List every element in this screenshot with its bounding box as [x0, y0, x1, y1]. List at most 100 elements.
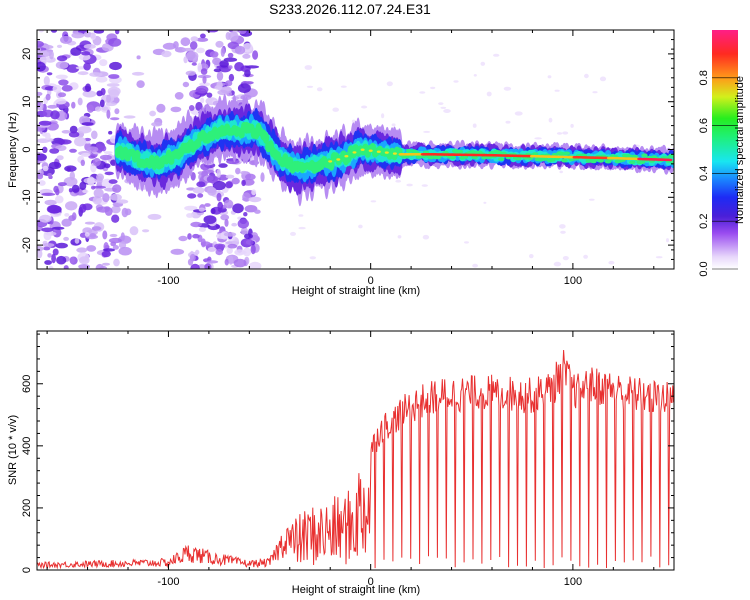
spectrogram-noise-blob — [231, 222, 238, 227]
spectrogram-noise-blob — [93, 30, 105, 34]
spectrogram-ridge-cell — [447, 148, 454, 154]
spectrogram-noise-blob — [599, 76, 607, 82]
spectrogram-ridge-cell — [515, 156, 522, 161]
spectrogram-noise-blob — [116, 199, 129, 204]
spectrogram-noise-blob — [44, 199, 57, 206]
spectrogram-noise-blob — [290, 231, 296, 236]
spectrogram-image — [37, 30, 674, 269]
spectrogram-noise-blob — [37, 100, 41, 108]
x-tick-label: 0 — [368, 576, 374, 588]
spectrogram-noise-blob — [423, 130, 431, 133]
spectrogram-noise-blob — [102, 262, 110, 266]
snr-series-line — [37, 349, 674, 570]
spectrogram-noise-blob — [87, 104, 94, 113]
spectrogram-ridge-cell — [597, 158, 604, 163]
spectrogram-noise-blob — [110, 241, 117, 247]
spectrogram-noise-blob — [306, 85, 314, 88]
spectrogram-noise-blob — [453, 80, 459, 83]
spectrogram-noise-blob — [666, 238, 669, 243]
spectrogram-noise-blob — [187, 193, 197, 199]
spectrogram-noise-blob — [104, 171, 114, 176]
spectrogram-noise-blob — [584, 73, 589, 79]
spectrogram-noise-blob — [207, 246, 216, 253]
spectrogram-noise-blob — [56, 55, 68, 62]
y-tick-label: -20 — [21, 237, 33, 253]
spectrogram-noise-blob — [395, 179, 402, 183]
spectrogram-noise-blob — [309, 256, 316, 260]
spectrogram-noise-blob — [241, 179, 246, 187]
spectrogram-noise-blob — [202, 75, 207, 84]
spectrogram-noise-blob — [203, 215, 217, 225]
spectrogram-noise-blob — [200, 33, 206, 39]
spectrogram-noise-blob — [196, 37, 209, 42]
spectrogram-noise-blob — [68, 188, 73, 193]
spectrogram-noise-blob — [215, 249, 223, 256]
spectrogram-ridge-cell — [403, 154, 410, 159]
spectrogram-noise-blob — [86, 146, 99, 153]
spectrogram-noise-blob — [223, 199, 234, 209]
spectrogram-noise-blob — [79, 203, 87, 213]
spectrogram-noise-blob — [244, 233, 253, 239]
spectrogram-noise-blob — [78, 264, 90, 269]
spectrogram-noise-blob — [41, 192, 56, 196]
spectrogram-noise-blob — [55, 74, 68, 80]
spectrogram-noise-blob — [553, 261, 562, 267]
spectrogram-noise-blob — [217, 201, 223, 210]
spectrogram-noise-blob — [120, 232, 125, 242]
spectrogram-noise-blob — [212, 180, 226, 191]
spectrogram-noise-blob — [102, 193, 110, 203]
spectrogram-noise-blob — [48, 161, 62, 170]
spectrogram-noise-blob — [214, 243, 226, 249]
colorbar-tick-label: 0.2 — [698, 214, 710, 229]
spectrogram-noise-blob — [96, 173, 104, 182]
spectrogram-noise-blob — [250, 244, 256, 255]
spectrogram-noise-blob — [39, 214, 52, 223]
spectrogram-noise-blob — [197, 193, 204, 198]
spectrogram-noise-blob — [381, 113, 385, 119]
spectrogram-noise-blob — [170, 248, 185, 255]
spectrogram-noise-blob — [37, 245, 44, 252]
spectrogram-noise-blob — [149, 110, 157, 117]
spectrogram-noise-blob — [186, 213, 194, 218]
spectrogram-noise-blob — [227, 243, 238, 249]
spectrogram-noise-blob — [99, 99, 105, 108]
spectrogram-noise-blob — [556, 132, 563, 135]
spectrogram-noise-blob — [195, 101, 203, 111]
spectrogram-noise-blob — [228, 65, 233, 70]
spectrogram-ridge-cell — [626, 154, 634, 159]
spectrogram-noise-blob — [438, 102, 444, 105]
spectrogram-noise-blob — [84, 221, 95, 225]
spectrogram-noise-blob — [76, 247, 88, 253]
spectrogram-noise-blob — [443, 109, 451, 113]
spectrogram-noise-blob — [184, 205, 198, 211]
spectrogram-noise-blob — [61, 85, 73, 92]
spectrogram-noise-blob — [207, 186, 217, 196]
spectrogram-noise-blob — [69, 125, 78, 134]
spectrogram-noise-blob — [224, 218, 229, 227]
spectrogram-noise-blob — [238, 30, 247, 35]
spectrogram-noise-blob — [215, 40, 224, 48]
spectrogram-ridge-cell — [471, 155, 478, 160]
spectrogram-noise-blob — [87, 176, 95, 186]
spectrogram-noise-blob — [112, 245, 119, 250]
spectrogram-noise-blob — [61, 130, 71, 134]
y-tick-label: 200 — [21, 499, 33, 517]
spectrogram-noise-blob — [101, 106, 109, 111]
spectrogram-noise-blob — [136, 80, 145, 88]
spectrogram-noise-blob — [115, 30, 120, 35]
spectrogram-noise-blob — [547, 75, 552, 79]
spectrogram-noise-blob — [234, 61, 245, 72]
spectrogram-noise-blob — [351, 119, 356, 123]
spectrogram-noise-blob — [210, 208, 216, 215]
spectrogram-noise-blob — [189, 41, 198, 50]
spectrogram-noise-blob — [225, 174, 235, 179]
spectrogram-noise-blob — [204, 203, 211, 207]
spectrogram-noise-blob — [111, 205, 121, 214]
spectrogram-ridge-cell — [561, 158, 568, 163]
spectrogram-noise-blob — [200, 68, 208, 75]
spectrogram-ridge-cell — [287, 156, 294, 167]
spectrogram-noise-blob — [104, 151, 113, 155]
spectrogram-ridge-cell — [629, 160, 636, 165]
spectrogram-noise-blob — [244, 205, 258, 213]
